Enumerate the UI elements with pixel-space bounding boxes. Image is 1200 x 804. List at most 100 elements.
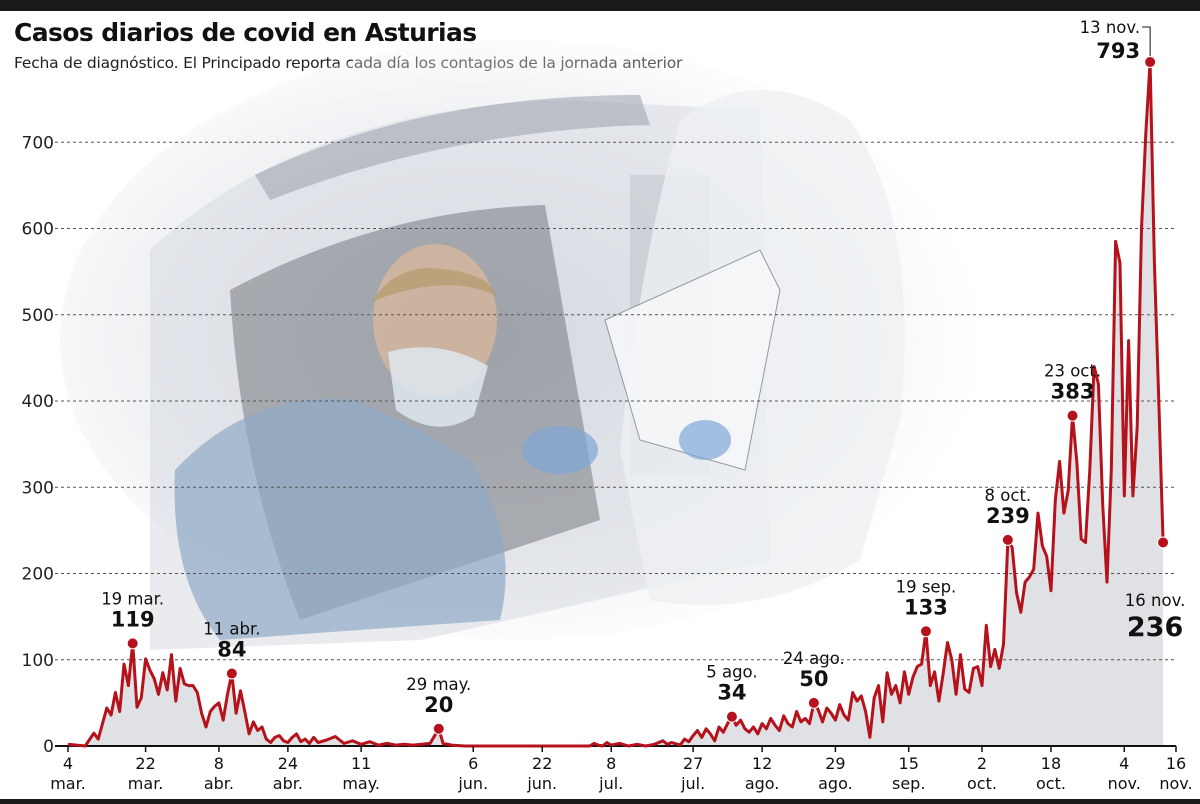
cases-line: [67, 60, 1165, 748]
x-tick-day: 15: [899, 754, 919, 773]
top-rule: [0, 0, 1200, 11]
x-tick-month: ago.: [745, 774, 780, 793]
x-tick-day: 16: [1166, 754, 1186, 773]
x-tick-day: 22: [532, 754, 552, 773]
annotation-leader: [1142, 26, 1151, 57]
annotation-value: 50: [799, 667, 828, 691]
x-tick-month: mar.: [128, 774, 164, 793]
x-tick-label-2020-08-29: 29 ago.: [818, 754, 853, 793]
annotation-value: 133: [904, 595, 948, 619]
annotation-date: 8 oct.: [985, 486, 1032, 505]
annotation-date: 24 ago.: [783, 649, 845, 668]
annotation-dot: [225, 667, 238, 680]
annotation-value: 119: [111, 607, 155, 631]
annotations: 19 mar.119 11 abr.84 29 may.20 5 ago.34 24 a…: [101, 18, 1186, 735]
y-tick-200: 200: [22, 565, 54, 585]
annotation-29may: 29 may.20: [406, 675, 471, 735]
x-tick-day: 4: [1119, 754, 1129, 773]
annotation-16nov: 16 nov. 236: [1125, 536, 1186, 643]
x-tick-month: jul.: [598, 774, 623, 793]
annotation-value: 236: [1127, 612, 1183, 643]
annotation-dot: [432, 722, 445, 735]
x-tick-day: 8: [214, 754, 224, 773]
cases-line-path: [67, 60, 1165, 748]
bottom-rule: [0, 799, 1200, 804]
annotation-date: 19 sep.: [896, 577, 957, 596]
glove-left: [522, 426, 598, 474]
x-tick-day: 2: [977, 754, 987, 773]
y-axis: 0 100 200 300 400 500 600 700: [22, 133, 54, 757]
x-tick-month: oct.: [967, 774, 997, 793]
annotation-date: 5 ago.: [706, 663, 757, 682]
x-tick-month: abr.: [273, 774, 303, 793]
x-tick-label-2020-09-15: 15 sep.: [892, 754, 925, 793]
annotation-dot: [919, 625, 932, 638]
cases-area-fill: [68, 62, 1164, 746]
x-tick-month: jul.: [680, 774, 705, 793]
annotation-date: 11 abr.: [203, 620, 260, 639]
x-tick-label-2020-03-22: 22 mar.: [128, 754, 164, 793]
annotation-8oct: 8 oct.239: [985, 486, 1032, 546]
x-tick-month: jun.: [457, 774, 488, 793]
annotation-date: 19 mar.: [101, 589, 164, 608]
x-tick-day: 6: [468, 754, 478, 773]
glove-right: [679, 420, 731, 460]
y-tick-300: 300: [22, 478, 54, 498]
man-hair-shape: [372, 268, 496, 302]
x-tick-month: sep.: [892, 774, 925, 793]
x-tick-label-2020-08-12: 12 ago.: [745, 754, 780, 793]
x-tick-label-2020-06-06: 6 jun.: [457, 754, 488, 793]
x-tick-day: 12: [752, 754, 772, 773]
y-tick-700: 700: [22, 133, 54, 153]
annotation-date: 16 nov.: [1125, 591, 1186, 610]
annotation-11abr: 11 abr.84: [203, 620, 261, 680]
annotation-dot: [126, 637, 139, 650]
annotation-dot: [807, 696, 820, 709]
x-tick-day: 8: [606, 754, 616, 773]
x-tick-month: mar.: [50, 774, 86, 793]
gridlines: [55, 141, 1176, 747]
face-mask-shape: [388, 347, 488, 427]
x-tick-label-2020-11-04: 4 nov.: [1108, 754, 1141, 793]
x-axis: 4 mar.22 mar.8 abr.24 abr.11 may.6 jun.22 jun.8…: [50, 746, 1193, 793]
x-tick-label-2020-04-24: 24 abr.: [273, 754, 303, 793]
annotation-value: 383: [1051, 380, 1095, 404]
x-tick-month: may.: [342, 774, 380, 793]
annotation-value: 84: [217, 638, 246, 662]
x-tick-month: nov.: [1159, 774, 1192, 793]
covid-test-clipboard: [604, 249, 781, 471]
x-tick-month: jun.: [526, 774, 557, 793]
y-tick-400: 400: [22, 392, 54, 412]
annotation-dot: [1144, 56, 1157, 69]
chart-title: Casos diarios de covid en Asturias: [14, 18, 477, 47]
annotation-13nov: 13 nov. 793: [1080, 18, 1157, 69]
annotation-dot: [1066, 409, 1079, 422]
x-tick-day: 4: [63, 754, 73, 773]
x-tick-label-2020-06-22: 22 jun.: [526, 754, 557, 793]
annotation-value: 20: [424, 693, 453, 717]
x-tick-label-2020-07-08: 8 jul.: [598, 754, 623, 793]
x-tick-month: abr.: [204, 774, 234, 793]
annotation-dot: [1157, 536, 1170, 549]
x-tick-label-2020-05-11: 11 may.: [342, 754, 380, 793]
x-tick-label-2020-07-27: 27 jul.: [680, 754, 705, 793]
drive-through-test-photo: [60, 40, 980, 650]
x-tick-day: 29: [825, 754, 845, 773]
annotation-date: 29 may.: [406, 675, 471, 694]
annotation-date: 23 oct.: [1044, 362, 1101, 381]
x-tick-label-2020-11-16: 16 nov.: [1159, 754, 1192, 793]
x-tick-day: 11: [351, 754, 371, 773]
x-tick-day: 22: [135, 754, 155, 773]
annotation-23oct: 23 oct.383: [1044, 362, 1101, 422]
annotation-date: 13 nov.: [1080, 18, 1141, 37]
x-tick-month: ago.: [818, 774, 853, 793]
annotation-value: 239: [986, 504, 1030, 528]
x-tick-label-2020-04-08: 8 abr.: [204, 754, 234, 793]
annotation-24ago: 24 ago.50: [783, 649, 845, 709]
y-tick-100: 100: [22, 651, 54, 671]
annotation-19mar: 19 mar.119: [101, 589, 164, 650]
y-tick-500: 500: [22, 306, 54, 326]
annotation-dot: [1001, 533, 1014, 546]
x-tick-month: oct.: [1036, 774, 1066, 793]
y-tick-600: 600: [22, 220, 54, 240]
